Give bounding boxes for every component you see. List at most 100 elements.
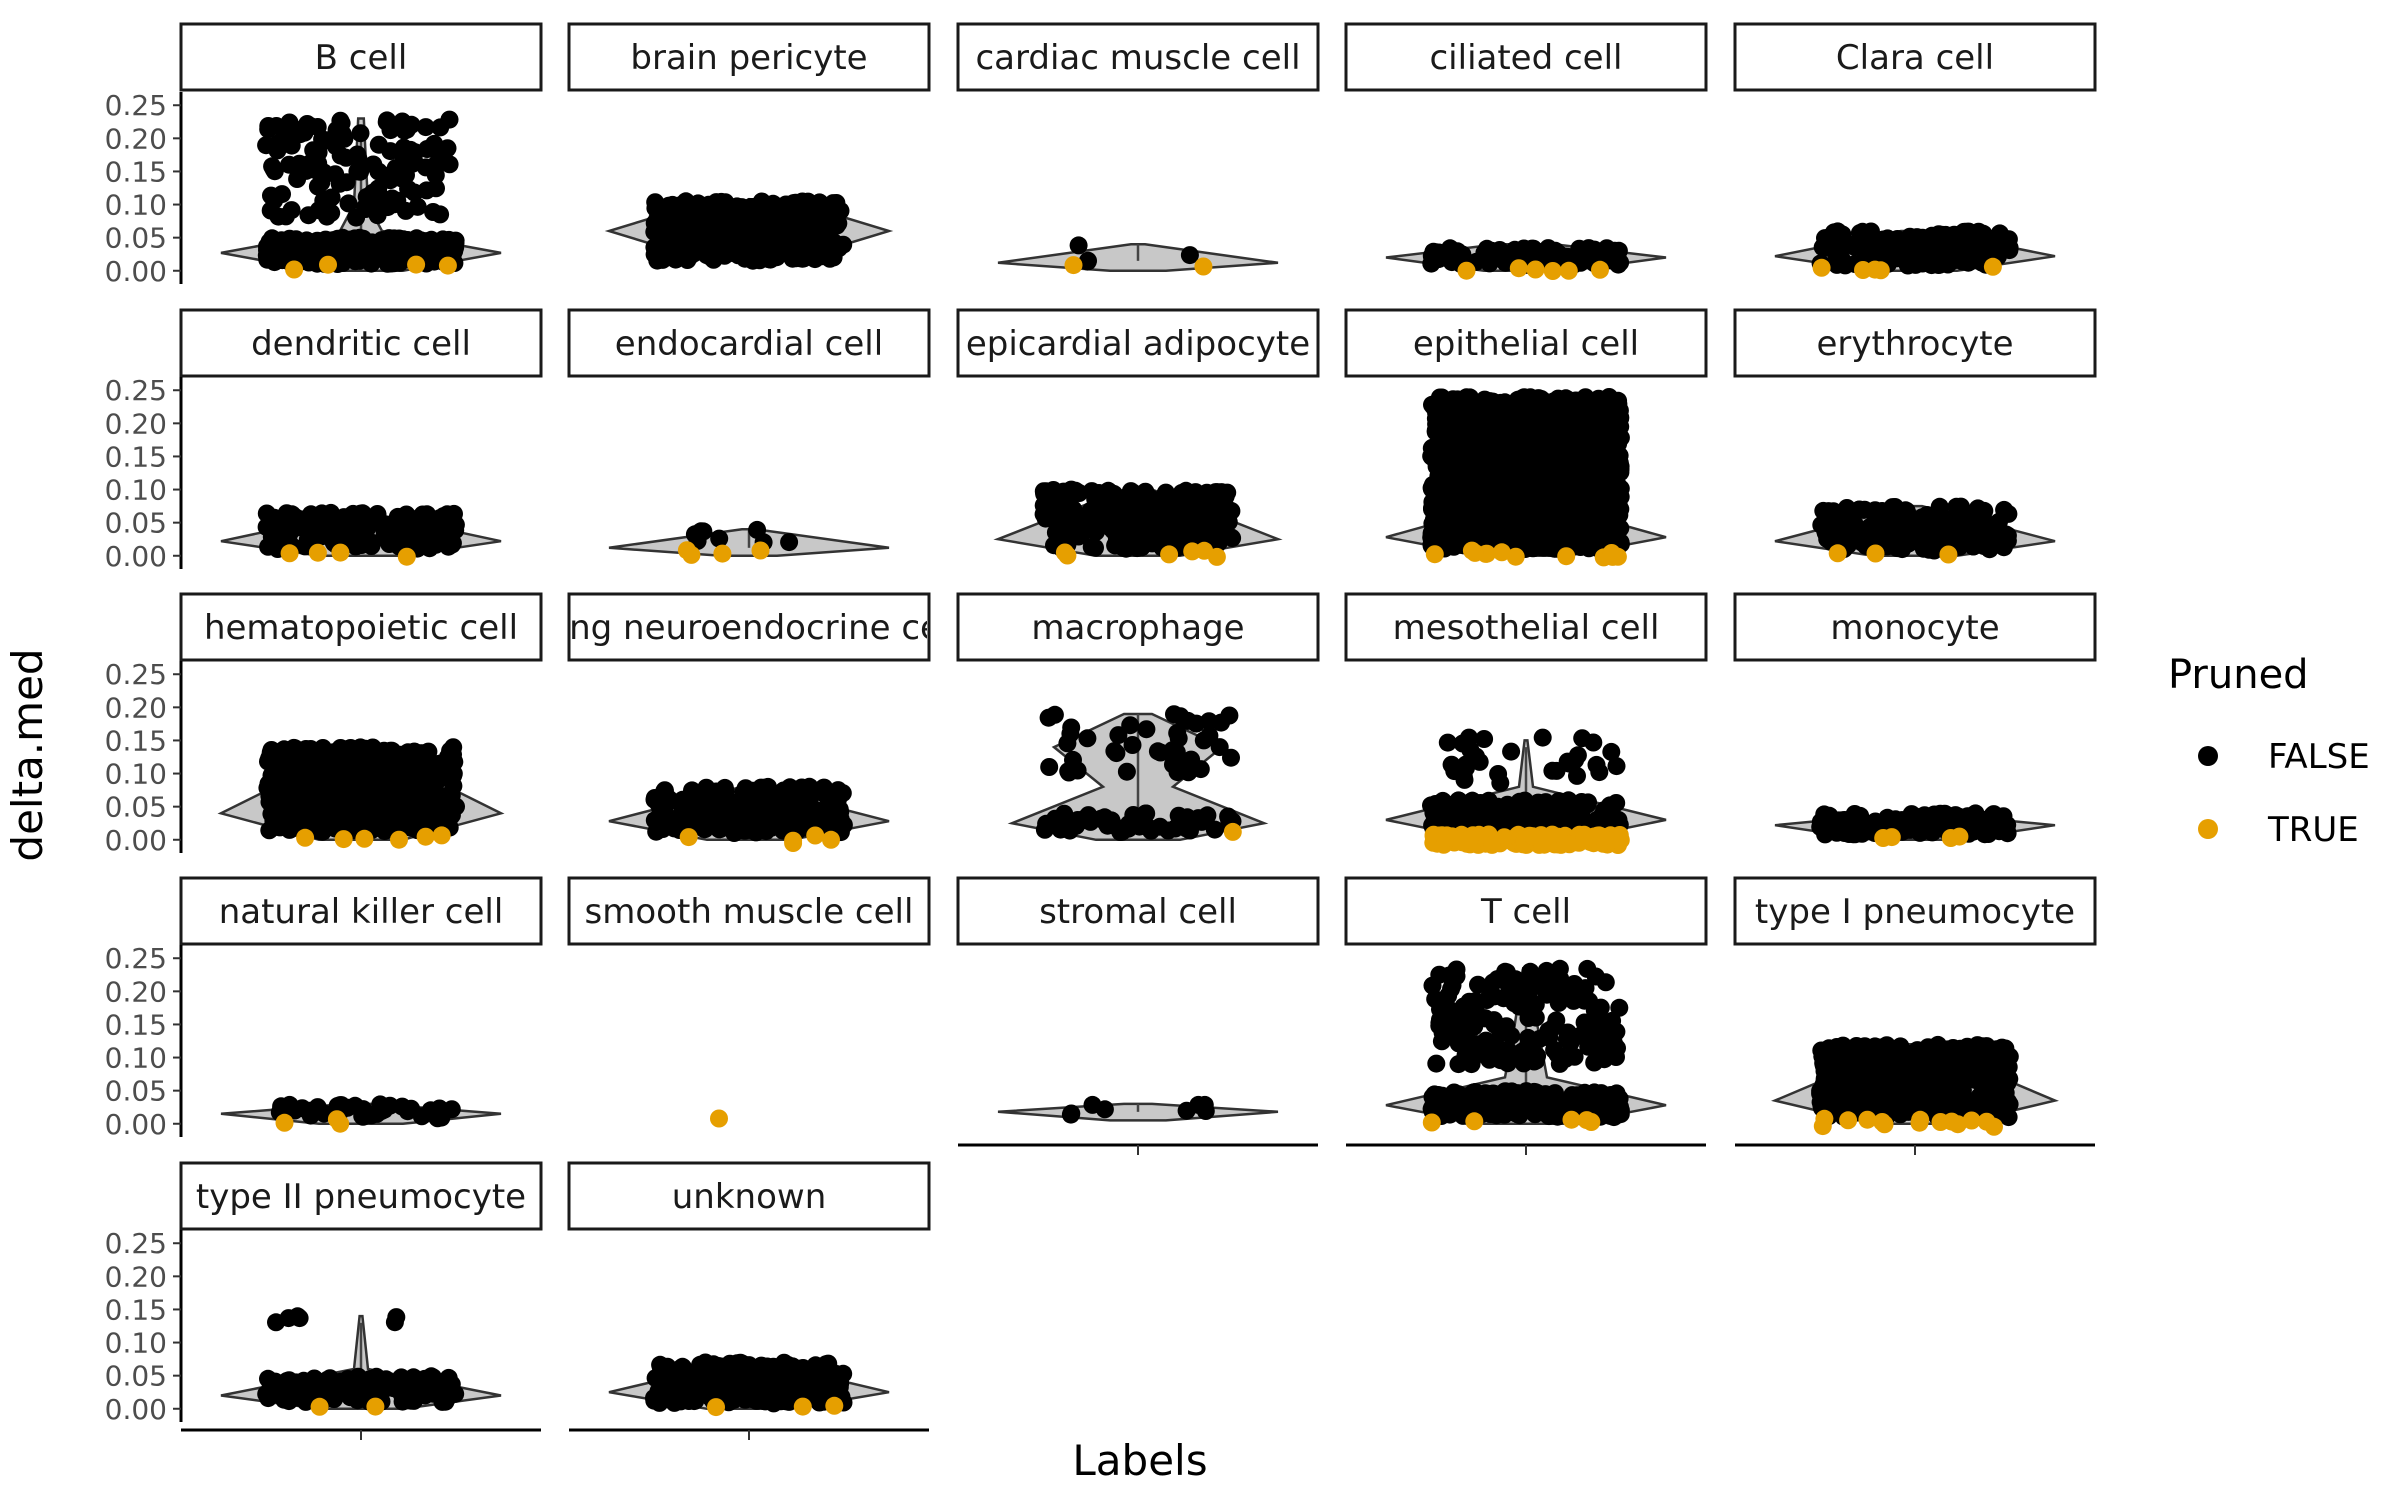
point-false xyxy=(1973,513,1992,532)
point-false xyxy=(431,118,450,137)
point-false xyxy=(1467,394,1486,413)
point-true xyxy=(280,544,299,563)
facet-strip-label: Clara cell xyxy=(1836,38,1994,78)
point-false xyxy=(392,241,411,260)
point-false xyxy=(1510,792,1529,811)
y-tick-label: 0.10 xyxy=(105,189,167,222)
point-false xyxy=(1083,1095,1102,1114)
point-false xyxy=(272,1097,291,1116)
facet-panel: endocardial cell xyxy=(567,308,931,564)
point-false xyxy=(1040,758,1059,776)
facet-strip-label: cardiac muscle cell xyxy=(975,38,1300,78)
y-tick-label: 0.25 xyxy=(105,374,167,407)
point-false xyxy=(827,214,846,233)
facet-strip xyxy=(567,592,931,662)
point-false xyxy=(1105,742,1124,761)
point-true xyxy=(1941,829,1960,847)
point-false xyxy=(1179,810,1198,829)
point-true xyxy=(1828,544,1847,563)
point-false xyxy=(289,772,308,791)
point-false xyxy=(1438,733,1457,752)
point-true xyxy=(1543,262,1562,280)
point-false xyxy=(1121,716,1140,735)
point-false xyxy=(1598,449,1617,468)
point-false xyxy=(265,191,284,210)
point-true xyxy=(713,544,732,563)
point-false xyxy=(1502,742,1521,761)
y-tick-label: 0.25 xyxy=(105,942,167,975)
point-true xyxy=(1812,258,1831,277)
point-false xyxy=(1557,477,1576,496)
y-tick-label: 0.10 xyxy=(105,1042,167,1075)
point-false xyxy=(416,158,435,177)
point-false xyxy=(285,1101,304,1120)
point-false xyxy=(1542,466,1561,485)
point-false xyxy=(721,801,740,820)
point-false xyxy=(1117,762,1136,781)
point-false xyxy=(351,531,370,550)
y-tick-label: 0.00 xyxy=(105,824,167,857)
point-false xyxy=(1187,714,1206,733)
point-true xyxy=(1194,257,1213,276)
point-false xyxy=(752,778,771,797)
point-false xyxy=(1220,706,1239,725)
point-false xyxy=(1119,819,1138,838)
point-false xyxy=(1555,528,1574,547)
point-false xyxy=(1523,515,1542,533)
point-false xyxy=(1609,486,1627,505)
point-true xyxy=(1983,257,2002,276)
facet-panel: lung neuroendocrine cell xyxy=(567,592,931,852)
point-false xyxy=(314,191,333,210)
point-false xyxy=(1036,509,1055,528)
point-false xyxy=(1568,746,1587,765)
point-false xyxy=(321,508,340,527)
facet-panel: ciliated cell xyxy=(1344,22,1708,280)
point-false xyxy=(1165,705,1183,724)
point-true xyxy=(355,829,374,848)
y-tick-label: 0.15 xyxy=(105,155,167,188)
point-false xyxy=(1933,235,1952,254)
point-false xyxy=(729,239,748,258)
point-true xyxy=(1591,260,1609,279)
point-true xyxy=(1523,827,1542,846)
point-true xyxy=(275,1113,294,1132)
point-false xyxy=(304,1101,323,1119)
y-tick-label: 0.00 xyxy=(105,1108,167,1141)
point-false xyxy=(368,188,387,207)
point-false xyxy=(412,231,431,250)
point-false xyxy=(1059,763,1078,782)
facet-panel: cardiac muscle cell xyxy=(956,22,1320,276)
point-false xyxy=(260,787,279,806)
point-false xyxy=(822,799,841,818)
facet-panel: monocyte xyxy=(1733,592,2097,847)
facet-panel: Clara cell xyxy=(1733,22,2097,280)
y-tick-label: 0.05 xyxy=(105,222,167,255)
point-false xyxy=(1144,502,1163,521)
facet-strip-label: B cell xyxy=(315,38,408,78)
point-false xyxy=(375,822,394,840)
point-true xyxy=(407,255,426,274)
point-true xyxy=(1223,822,1242,841)
point-false xyxy=(1447,793,1466,812)
point-false xyxy=(691,233,710,252)
point-false xyxy=(351,124,370,143)
point-false xyxy=(394,152,413,171)
point-true xyxy=(331,543,350,562)
point-false xyxy=(1207,484,1226,503)
point-false xyxy=(776,784,795,803)
point-false xyxy=(1178,520,1197,539)
facet-panel: macrophage xyxy=(956,592,1320,842)
point-false xyxy=(810,193,829,212)
facet-strip xyxy=(1344,308,1708,378)
point-true xyxy=(1058,546,1077,565)
point-false xyxy=(1959,222,1978,241)
point-false xyxy=(416,118,435,137)
point-true xyxy=(1871,261,1890,280)
point-false xyxy=(280,155,299,174)
point-false xyxy=(1540,411,1559,430)
facet-strip xyxy=(1344,592,1708,662)
point-false xyxy=(1602,812,1621,831)
point-false xyxy=(1832,514,1851,533)
point-false xyxy=(335,508,353,527)
